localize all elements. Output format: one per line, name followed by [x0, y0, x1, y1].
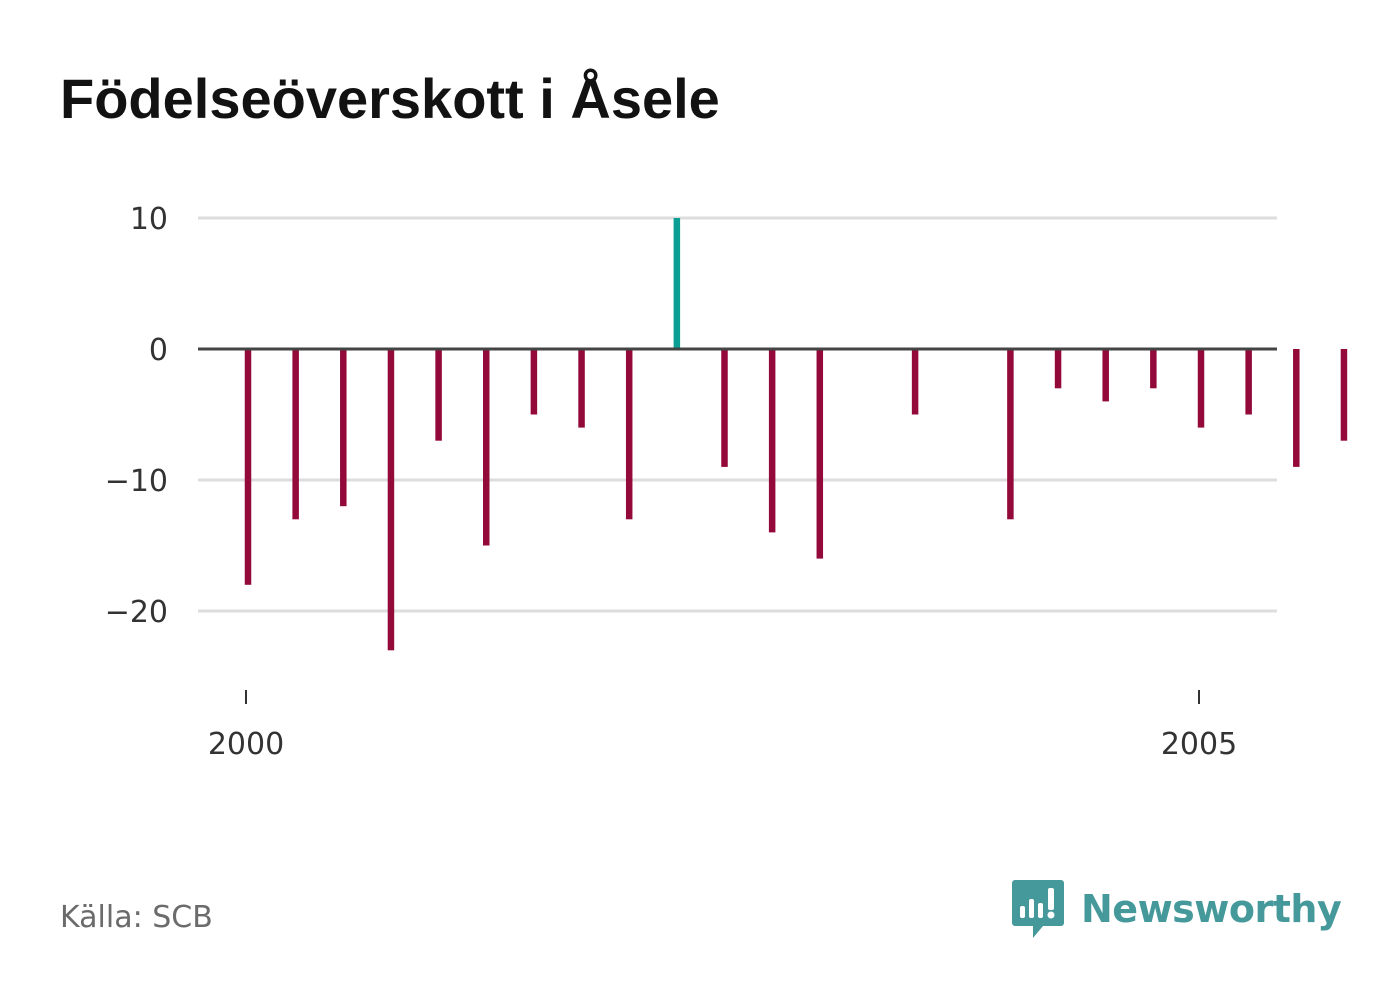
source-label: Källa: SCB	[60, 900, 213, 935]
bar	[578, 349, 585, 428]
brand-name: Newsworthy	[1081, 887, 1342, 931]
bar	[625, 349, 633, 520]
y-tick-label: −10	[105, 464, 168, 499]
brand-logo: Newsworthy	[1011, 878, 1342, 940]
bar	[292, 349, 299, 520]
bar	[1293, 349, 1300, 467]
bar	[1054, 349, 1062, 389]
bar	[673, 218, 681, 349]
bar	[1102, 349, 1109, 402]
bar	[911, 349, 919, 415]
bar	[1197, 349, 1205, 428]
bar	[244, 349, 252, 585]
grid-lines	[198, 216, 1277, 613]
bar	[387, 349, 395, 651]
x-tick-label: 2000	[208, 727, 284, 762]
y-tick-label: −20	[105, 595, 168, 630]
bar	[530, 349, 538, 415]
bar	[1007, 349, 1014, 520]
y-tick-label: 10	[130, 202, 168, 237]
bar	[1245, 349, 1252, 415]
bar	[721, 349, 728, 467]
y-tick-label: 0	[149, 333, 168, 368]
chart-title: Födelseöverskott i Åsele	[60, 67, 720, 130]
newsworthy-icon	[1012, 880, 1064, 938]
bar	[435, 349, 442, 441]
y-axis: 10 0 −10 −20	[105, 202, 168, 630]
bar	[483, 349, 490, 546]
bar	[340, 349, 347, 507]
bar	[816, 349, 824, 559]
x-tick-label: 2005	[1161, 727, 1237, 762]
bar	[1150, 349, 1157, 389]
bar	[768, 349, 776, 533]
x-axis: 200020052010201520202025	[208, 690, 1237, 762]
bar	[1340, 349, 1348, 441]
bars	[244, 218, 1348, 651]
